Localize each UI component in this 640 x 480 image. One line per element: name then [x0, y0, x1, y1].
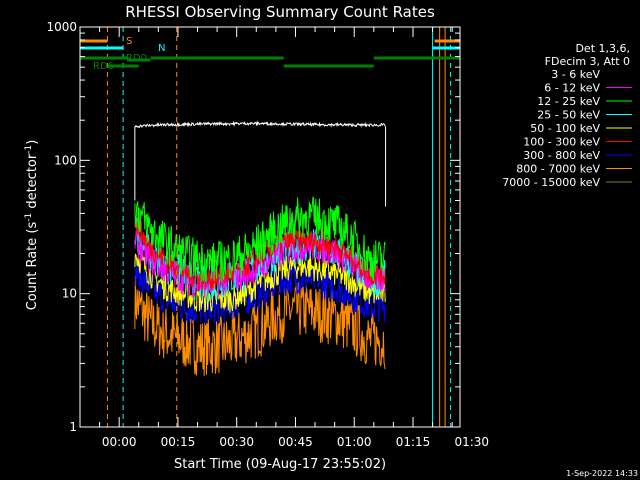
x-tick-label: 01:30 — [454, 435, 489, 449]
legend-label: 300 - 800 keV — [523, 149, 600, 162]
x-tick-label: 00:30 — [219, 435, 254, 449]
x-tick-label: 01:15 — [396, 435, 431, 449]
label-s: S — [126, 36, 132, 47]
legend-label: 25 - 50 keV — [537, 109, 600, 122]
legend-label: 50 - 100 keV — [530, 122, 600, 135]
legend-label: 100 - 300 keV — [523, 136, 600, 149]
legend-header-line-1: Det 1,3,6, — [575, 42, 630, 55]
label-rd0: RD0 — [126, 53, 147, 64]
y-tick-label: 1 — [69, 420, 77, 434]
legend-label: 6 - 12 keV — [544, 82, 600, 95]
label-n: N — [158, 43, 165, 54]
x-tick-label: 00:45 — [278, 435, 313, 449]
y-tick-label: 10 — [62, 287, 77, 301]
legend-label: 12 - 25 keV — [537, 95, 600, 108]
axis-layer: 1 10 100 1000 00:00 00:15 00:30 00:45 01:00 01:15… — [46, 20, 489, 449]
x-axis-label: Start Time (09-Aug-17 23:55:02) — [174, 457, 386, 472]
legend-label: 3 - 6 keV — [551, 68, 600, 81]
plot-frame — [79, 26, 461, 428]
timestamp: 1-Sep-2022 14:33 — [566, 469, 638, 478]
legend-label: 800 - 7000 keV — [516, 163, 600, 176]
x-tick-label: 01:00 — [337, 435, 372, 449]
legend-header-line-2: FDecim 3, Att 0 — [545, 55, 630, 68]
series-line-3-6-kev — [134, 120, 386, 129]
y-tick-label: 100 — [54, 153, 77, 167]
x-tick-label: 00:00 — [102, 435, 137, 449]
label-rd6: RD6 — [93, 61, 114, 72]
chart-title: RHESSI Observing Summary Count Rates — [125, 3, 435, 21]
y-axis-label: Count Rate (s-1 detector-1) — [24, 140, 40, 311]
x-tick-label: 00:15 — [161, 435, 196, 449]
legend-label: 7000 - 15000 keV — [502, 176, 600, 189]
y-tick-label: 1000 — [46, 20, 77, 34]
